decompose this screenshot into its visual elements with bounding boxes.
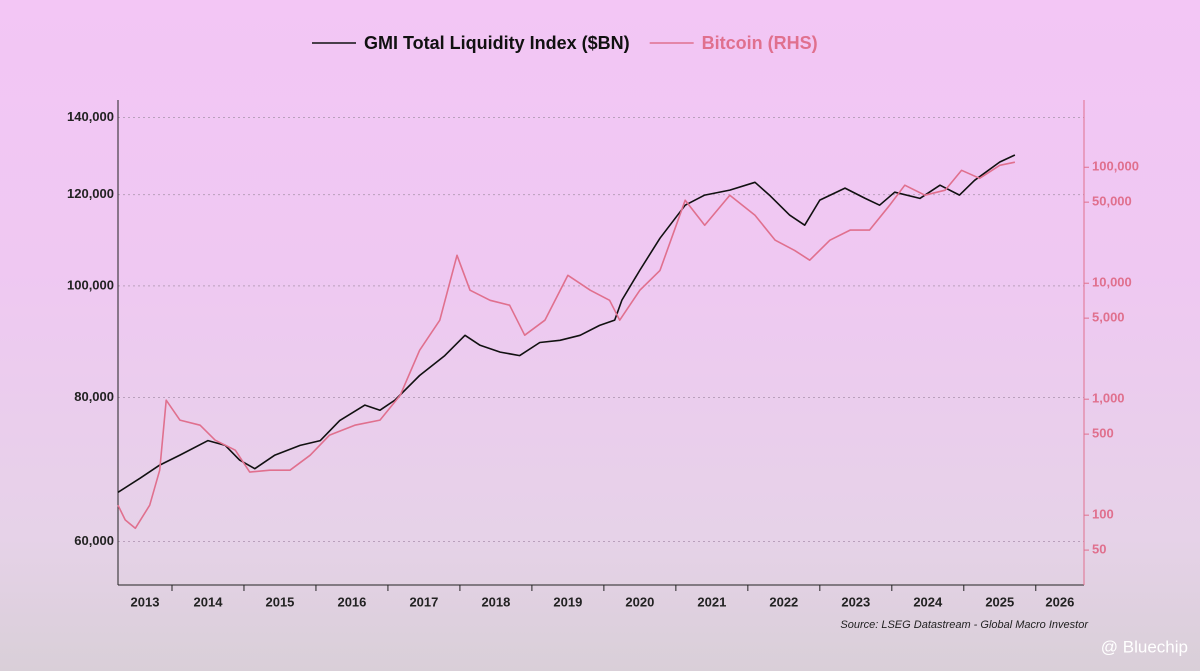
x-tick-label: 2021 — [697, 594, 726, 609]
y-tick-label: 100,000 — [67, 277, 114, 292]
y2-tick-label: 100 — [1092, 507, 1114, 522]
x-tick-label: 2015 — [265, 594, 294, 609]
y-tick-label: 120,000 — [67, 186, 114, 201]
x-tick-label: 2016 — [337, 594, 366, 609]
y2-tick-label: 100,000 — [1092, 159, 1139, 174]
y2-tick-label: 50,000 — [1092, 194, 1132, 209]
x-tick-label: 2019 — [553, 594, 582, 609]
series-line — [117, 154, 1016, 493]
x-tick-label: 2022 — [769, 594, 798, 609]
y2-tick-label: 50 — [1092, 542, 1106, 557]
x-tick-label: 2018 — [481, 594, 510, 609]
x-tick-label: 2014 — [194, 594, 224, 609]
x-tick-label: 2026 — [1045, 594, 1074, 609]
legend-label: Bitcoin (RHS) — [702, 33, 818, 53]
x-tick-label: 2020 — [625, 594, 654, 609]
y-tick-label: 80,000 — [74, 389, 114, 404]
source-note: Source: LSEG Datastream - Global Macro I… — [840, 619, 1089, 631]
x-tick-label: 2013 — [131, 594, 160, 609]
x-tick-label: 2023 — [841, 594, 870, 609]
y2-tick-label: 5,000 — [1092, 310, 1125, 325]
x-tick-label: 2024 — [913, 594, 943, 609]
y2-tick-label: 500 — [1092, 426, 1114, 441]
y2-tick-label: 10,000 — [1092, 275, 1132, 290]
x-tick-label: 2025 — [985, 594, 1014, 609]
series-line — [117, 161, 1016, 530]
x-tick-label: 2017 — [409, 594, 438, 609]
watermark: @ Bluechip — [1101, 637, 1188, 656]
y-tick-label: 60,000 — [74, 533, 114, 548]
legend-label: GMI Total Liquidity Index ($BN) — [364, 33, 630, 53]
y-tick-label: 140,000 — [67, 109, 114, 124]
y2-tick-label: 1,000 — [1092, 391, 1125, 406]
